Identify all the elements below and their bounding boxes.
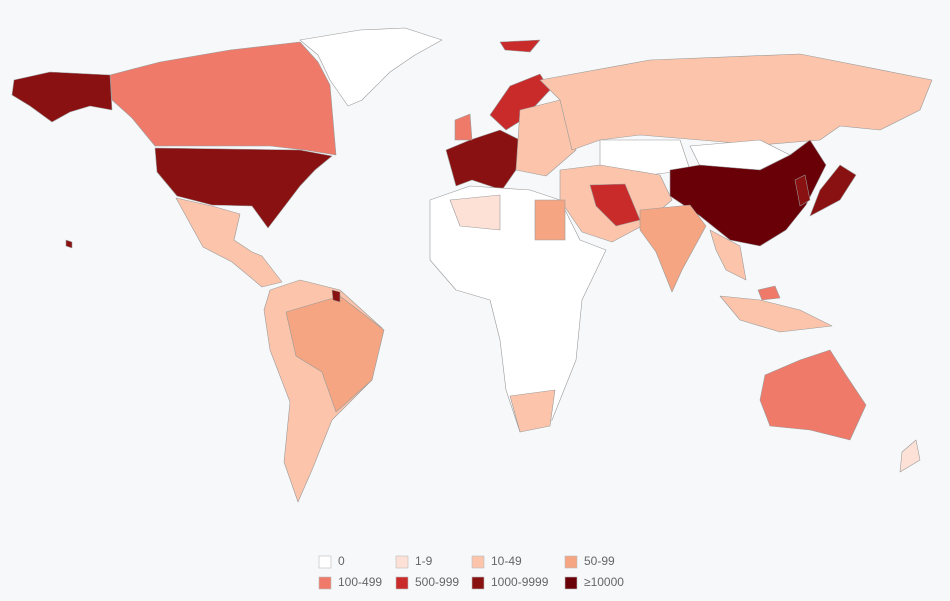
country bbox=[331, 289, 341, 303]
country bbox=[809, 164, 857, 217]
legend-swatch bbox=[395, 555, 409, 569]
country bbox=[154, 147, 333, 229]
country bbox=[509, 389, 556, 433]
legend-swatch bbox=[564, 555, 578, 569]
country bbox=[534, 199, 566, 241]
country bbox=[515, 99, 577, 177]
country bbox=[794, 174, 811, 207]
legend-label: 100-499 bbox=[338, 575, 382, 589]
legend-swatch bbox=[395, 576, 409, 590]
country bbox=[11, 71, 113, 123]
legend-label: 1000-9999 bbox=[491, 575, 549, 589]
country bbox=[449, 194, 501, 231]
country bbox=[759, 349, 867, 441]
legend-label: 10-49 bbox=[491, 554, 522, 568]
country bbox=[669, 139, 827, 247]
country bbox=[639, 204, 707, 293]
legend-label: ≥10000 bbox=[584, 575, 624, 589]
country bbox=[899, 439, 921, 473]
country bbox=[285, 295, 385, 413]
legend-swatch bbox=[564, 576, 578, 590]
legend-label: 500-999 bbox=[415, 575, 459, 589]
country bbox=[499, 39, 541, 53]
country bbox=[589, 183, 641, 227]
legend-swatch bbox=[318, 576, 332, 590]
country bbox=[599, 139, 691, 177]
legend-swatch bbox=[471, 576, 485, 590]
legend-label: 0 bbox=[338, 554, 345, 568]
country bbox=[757, 285, 781, 301]
country bbox=[109, 41, 337, 156]
country bbox=[539, 53, 933, 151]
map bbox=[11, 27, 933, 503]
legend-label: 50-99 bbox=[584, 554, 615, 568]
country bbox=[429, 185, 607, 433]
legend-swatch bbox=[471, 555, 485, 569]
country bbox=[175, 197, 283, 288]
legend: 0 1-9 10-49 50-99 100-499 500-999 1000-9999 ≥10… bbox=[318, 554, 624, 590]
legend-swatch bbox=[318, 555, 332, 569]
country bbox=[299, 27, 443, 107]
country bbox=[719, 295, 833, 333]
country bbox=[454, 113, 473, 141]
legend-label: 1-9 bbox=[415, 554, 433, 568]
country bbox=[709, 229, 747, 281]
country bbox=[65, 239, 73, 249]
